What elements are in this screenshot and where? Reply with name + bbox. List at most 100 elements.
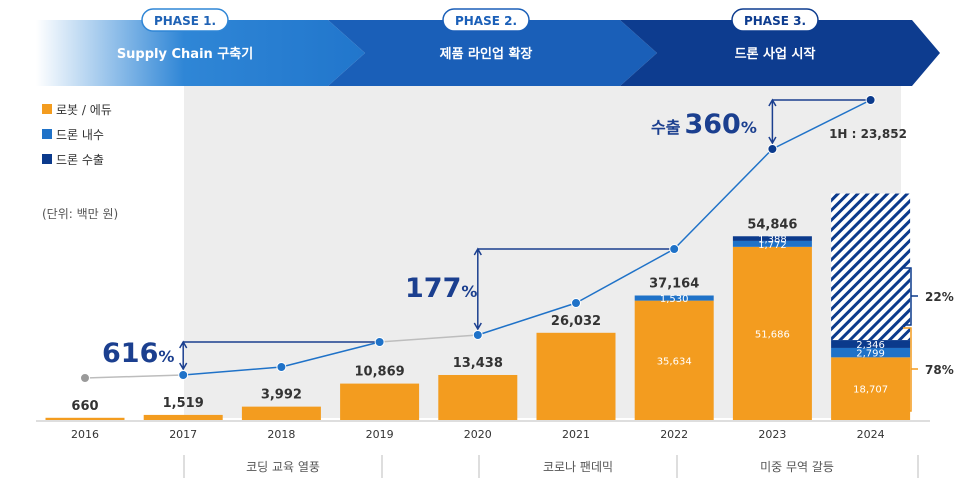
growth-bracket-2020 bbox=[477, 248, 675, 329]
phase-1-tag-box bbox=[141, 8, 229, 32]
bar-robot-2022 bbox=[634, 300, 714, 420]
trend-point-2017 bbox=[178, 370, 189, 380]
phase-3-tag: PHASE 3. bbox=[744, 14, 806, 28]
growth-616-suffix: % bbox=[158, 347, 174, 366]
phase-1-arrow bbox=[36, 20, 365, 86]
legend-label-export: 드론 수출 bbox=[56, 153, 104, 167]
growth-360-suffix: % bbox=[741, 118, 757, 137]
bar-robot-2023 bbox=[732, 246, 812, 420]
bar-robot-2018 bbox=[241, 406, 321, 420]
phase-2-label: 제품 라인업 확장 bbox=[440, 46, 533, 62]
bar-robot-2020 bbox=[438, 374, 518, 420]
bar-export-2023 bbox=[732, 236, 812, 241]
trend-point-2023 bbox=[767, 144, 778, 154]
phase-1-label: Supply Chain 구축기 bbox=[117, 46, 253, 62]
growth-360-prefix: 수출 bbox=[651, 118, 681, 137]
legend-swatch-domestic bbox=[42, 129, 52, 139]
phase-2-tag-box bbox=[442, 8, 530, 32]
trend-segment-2018 bbox=[281, 341, 380, 368]
legend-swatch-export bbox=[42, 154, 52, 164]
event-label-trade: 미중 무역 갈등 bbox=[760, 460, 834, 474]
segment-label-domestic-2024: 2,799 bbox=[856, 349, 885, 360]
growth-bracket-2020-arrow-down bbox=[473, 322, 482, 331]
legend-swatch-robot bbox=[42, 104, 52, 114]
trend-point-2024 bbox=[865, 95, 876, 105]
bar-robot-2016 bbox=[45, 417, 125, 420]
phase-3-label: 드론 사업 시작 bbox=[735, 46, 816, 62]
total-label-2020: 13,438 bbox=[453, 356, 503, 371]
segment-label-domestic-2023: 1,772 bbox=[758, 240, 787, 251]
phase-3-arrow bbox=[620, 20, 940, 86]
x-tick-2016: 2016 bbox=[71, 428, 99, 441]
x-tick-2022: 2022 bbox=[660, 428, 688, 441]
trend-segment-2020 bbox=[477, 302, 577, 336]
x-tick-2019: 2019 bbox=[366, 428, 394, 441]
legend-label-domestic: 드론 내수 bbox=[56, 128, 104, 142]
total-label-2018: 3,992 bbox=[261, 388, 302, 403]
x-tick-2020: 2020 bbox=[464, 428, 492, 441]
phase-3-tag-box bbox=[731, 8, 819, 32]
trend-point-2021 bbox=[571, 298, 581, 308]
growth-177: 177% bbox=[405, 273, 477, 304]
growth-bracket-2020-arrow-up bbox=[473, 247, 482, 256]
phase-1-tag: PHASE 1. bbox=[154, 14, 216, 28]
trend-point-2018 bbox=[276, 362, 287, 372]
trend-point-2019 bbox=[374, 337, 385, 347]
x-tick-2021: 2021 bbox=[562, 428, 590, 441]
trend-segment-2016 bbox=[84, 374, 184, 379]
x-tick-2018: 2018 bbox=[267, 428, 295, 441]
segment-label-robot-2022: 35,634 bbox=[657, 356, 692, 367]
growth-bracket-2023-arrow-up bbox=[768, 98, 777, 107]
unit-note: (단위: 백만 원) bbox=[42, 207, 118, 221]
trend-point-2016 bbox=[80, 373, 90, 383]
total-label-2016: 660 bbox=[71, 399, 98, 414]
bar-robot-2024 bbox=[831, 357, 911, 420]
trend-line-layer bbox=[80, 95, 876, 383]
total-label-2019: 10,869 bbox=[355, 365, 405, 380]
growth-bracket-2023-arrow-down bbox=[768, 136, 777, 145]
share-bracket-robot bbox=[903, 327, 918, 412]
segment-label-robot-2023: 51,686 bbox=[755, 329, 790, 340]
growth-177-value: 177 bbox=[405, 273, 461, 304]
bar-robot-2019 bbox=[340, 383, 420, 420]
total-label-2017: 1,519 bbox=[163, 396, 204, 411]
total-label-2021: 26,032 bbox=[551, 314, 601, 329]
bars-layer bbox=[45, 193, 911, 420]
event-label-coding: 코딩 교육 열풍 bbox=[246, 460, 320, 474]
segment-label-robot-2024: 18,707 bbox=[853, 385, 888, 396]
bar-2024-h1-hatch bbox=[831, 193, 911, 341]
bar-domestic-2024 bbox=[831, 347, 911, 358]
bar-robot-2017 bbox=[143, 414, 223, 420]
growth-bracket-2017 bbox=[182, 341, 380, 369]
growth-360: 수출 360% bbox=[651, 109, 757, 140]
labels-layer: 660 1,519 3,992 10,869 13,438 26,032 35,634 1,5… bbox=[71, 217, 888, 414]
x-axis-labels: 2016 2017 2018 2019 2020 2021 2022 2023 2024 bbox=[71, 428, 885, 441]
bar-domestic-2023 bbox=[732, 240, 812, 247]
total-label-2023: 54,846 bbox=[747, 217, 797, 232]
legend-label-robot: 로봇 / 에듀 bbox=[56, 103, 112, 117]
bar-export-2024 bbox=[831, 340, 911, 348]
growth-bracket-2023 bbox=[771, 99, 871, 143]
share-label-drone: 22% bbox=[925, 290, 954, 304]
growth-177-suffix: % bbox=[461, 282, 477, 301]
phase-2-tag: PHASE 2. bbox=[455, 14, 517, 28]
trend-point-2022 bbox=[669, 244, 680, 254]
trend-segment-2021 bbox=[575, 248, 675, 304]
event-timeline: 코딩 교육 열풍 코로나 팬데믹 미중 무역 갈등 bbox=[183, 455, 919, 478]
growth-616-value: 616 bbox=[102, 338, 158, 369]
legend: 로봇 / 에듀 드론 내수 드론 수출 (단위: 백만 원) bbox=[42, 103, 118, 221]
segment-label-export-2024: 2,346 bbox=[856, 340, 885, 351]
phase-2-arrow bbox=[328, 20, 657, 86]
trend-segment-2023 bbox=[772, 99, 871, 150]
h1-2024-label: 1H : 23,852 bbox=[829, 127, 907, 141]
growth-616: 616% bbox=[102, 338, 174, 369]
growth-360-value: 360 bbox=[684, 109, 740, 140]
trend-point-2020 bbox=[472, 330, 483, 340]
trend-segment-2019 bbox=[379, 334, 478, 343]
phase-banner: PHASE 1. PHASE 2. PHASE 3. Supply Chain … bbox=[36, 8, 940, 86]
total-label-2022: 37,164 bbox=[649, 277, 699, 292]
x-tick-2023: 2023 bbox=[758, 428, 786, 441]
annotations-layer bbox=[179, 98, 871, 371]
